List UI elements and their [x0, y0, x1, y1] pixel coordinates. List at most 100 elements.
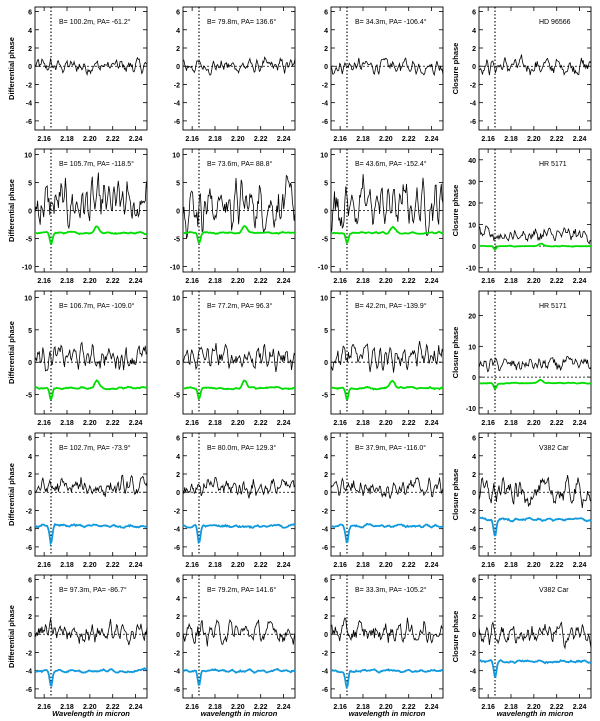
y-tick-label: -4: [174, 669, 180, 676]
y-tick-label: 0: [472, 375, 476, 382]
y-tick-label: 2: [324, 614, 328, 621]
x-axis-label: wavelength in micron: [201, 709, 278, 718]
x-tick-label: 2.24: [573, 278, 587, 285]
baseline-label: B= 106.7m, PA= -109.0°: [59, 302, 135, 310]
x-tick-label: 2.20: [379, 704, 393, 711]
y-tick-label: 4: [176, 596, 180, 603]
x-tick-label: 2.18: [356, 562, 370, 569]
x-tick-label: 2.24: [573, 420, 587, 427]
phase-trace: [330, 617, 444, 644]
x-tick-label: 2.16: [333, 704, 347, 711]
x-tick-label: 2.24: [129, 562, 143, 569]
panel-frame: [34, 6, 148, 131]
x-tick-label: 2.24: [425, 136, 439, 143]
panel-frame: [34, 290, 148, 415]
x-tick-label: 2.22: [254, 420, 268, 427]
phase-trace: [330, 57, 444, 77]
y-tick-label: 6: [324, 10, 328, 17]
panel-frame: [478, 574, 592, 699]
y-axis-label: Closure phase: [451, 327, 460, 379]
x-tick-label: 2.18: [60, 136, 74, 143]
y-tick-label: 2: [176, 614, 180, 621]
panel-r3-c3: -6 -4 -2 0 2 4 6 2.16 2.18 2.20 2.22 2.24 V382 Car Cl…: [451, 432, 592, 569]
phase-trace: [182, 56, 296, 76]
y-tick-label: 4: [324, 28, 328, 35]
y-tick-label: -10: [22, 264, 32, 271]
y-tick-label: 4: [28, 28, 32, 35]
y-tick-label: -6: [174, 545, 180, 552]
y-tick-label: -2: [26, 650, 32, 657]
y-tick-label: 2: [28, 614, 32, 621]
y-tick-label: 0: [28, 64, 32, 71]
x-tick-label: 2.24: [129, 136, 143, 143]
star-name-label: HR 5171: [539, 161, 567, 168]
x-tick-label: 2.20: [83, 136, 97, 143]
y-tick-label: -4: [174, 101, 180, 108]
y-tick-label: -4: [26, 527, 32, 534]
x-tick-label: 2.16: [333, 278, 347, 285]
phase-trace: [330, 174, 444, 236]
y-tick-label: 10: [24, 295, 32, 302]
y-tick-label: -6: [174, 119, 180, 126]
x-tick-label: 2.22: [106, 278, 120, 285]
y-tick-label: -5: [322, 236, 328, 243]
y-tick-label: 0: [324, 632, 328, 639]
panel-r2-c3: -10 0 10 20 2.16 2.18 2.20 2.22 2.24 HR 5171 Closu…: [451, 290, 592, 427]
x-tick-label: 2.22: [550, 278, 564, 285]
panel-r2-c1: -5 0 5 10 2.16 2.18 2.20 2.22 2.24 B= 77.2m, PA= …: [172, 290, 296, 427]
panel-r0-c2: -6 -4 -2 0 2 4 6 2.16 2.18 2.20 2.22 2.24 B= 34.3m, …: [322, 6, 444, 143]
x-tick-label: 2.24: [277, 278, 291, 285]
phase-trace: [478, 54, 592, 76]
x-tick-label: 2.24: [277, 562, 291, 569]
panel-frame: [182, 290, 296, 415]
panel-r2-c2: -5 0 5 10 2.16 2.18 2.20 2.22 2.24 B= 42.2m, PA= …: [320, 290, 444, 427]
x-tick-label: 2.16: [481, 420, 495, 427]
x-tick-label: 2.16: [333, 420, 347, 427]
y-tick-label: 6: [28, 436, 32, 443]
x-tick-label: 2.16: [481, 278, 495, 285]
y-tick-label: 40: [468, 158, 476, 165]
x-tick-label: 2.18: [60, 278, 74, 285]
phase-trace: [34, 341, 148, 372]
x-tick-label: 2.24: [425, 704, 439, 711]
y-tick-label: 4: [324, 596, 328, 603]
y-tick-label: 0: [324, 209, 328, 216]
y-tick-label: 0: [176, 490, 180, 497]
y-tick-label: 10: [468, 344, 476, 351]
x-tick-label: 2.16: [481, 562, 495, 569]
y-tick-label: -5: [322, 393, 328, 400]
y-tick-label: 4: [472, 28, 476, 35]
y-tick-label: 2: [472, 472, 476, 479]
x-tick-label: 2.20: [379, 136, 393, 143]
y-tick-label: 2: [28, 472, 32, 479]
y-tick-label: -5: [26, 236, 32, 243]
x-tick-label: 2.16: [185, 420, 199, 427]
y-tick-label: 0: [28, 490, 32, 497]
x-tick-label: 2.22: [254, 704, 268, 711]
y-tick-label: 0: [324, 490, 328, 497]
y-tick-label: 4: [176, 28, 180, 35]
y-tick-label: 0: [324, 64, 328, 71]
y-tick-label: 2: [472, 614, 476, 621]
y-tick-label: 10: [320, 153, 328, 160]
y-tick-label: -6: [174, 687, 180, 694]
y-tick-label: 0: [28, 632, 32, 639]
spectrum-template: [479, 659, 592, 679]
baseline-label: B= 79.8m, PA= 136.6°: [207, 18, 276, 26]
baseline-label: B= 34.3m, PA= -106.4°: [355, 18, 427, 26]
x-tick-label: 2.16: [333, 136, 347, 143]
x-tick-label: 2.20: [527, 704, 541, 711]
y-tick-label: -10: [170, 264, 180, 271]
baseline-label: B= 73.6m, PA= 88.8°: [207, 160, 273, 168]
spectrum-template: [182, 667, 296, 686]
y-tick-label: -6: [322, 119, 328, 126]
x-axis-label: wavelength in micron: [497, 709, 574, 718]
x-tick-label: 2.22: [402, 704, 416, 711]
panel-frame: [182, 432, 296, 557]
panel-frame: [330, 290, 444, 415]
y-tick-label: -2: [322, 82, 328, 89]
phase-trace: [182, 618, 296, 647]
x-tick-label: 2.18: [208, 562, 222, 569]
y-tick-label: 2: [176, 46, 180, 53]
spectrum-template: [34, 667, 148, 687]
